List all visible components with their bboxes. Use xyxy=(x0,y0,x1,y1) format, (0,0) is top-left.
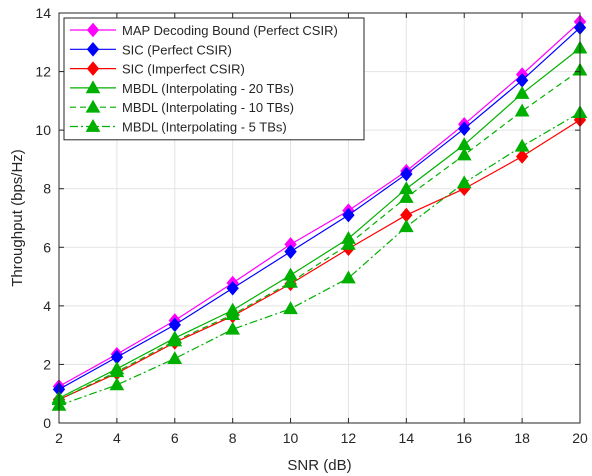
legend-entry: MBDL (Interpolating - 5 TBs) xyxy=(70,118,287,135)
legend-entry: SIC (Perfect CSIR) xyxy=(70,42,232,57)
legend: MAP Decoding Bound (Perfect CSIR) SIC (Pe… xyxy=(63,17,365,141)
data-point xyxy=(515,149,529,164)
series-line xyxy=(58,21,581,387)
plot-frame xyxy=(58,12,581,424)
y-tick-label: 8 xyxy=(43,181,51,197)
legend-marker xyxy=(85,99,101,113)
data-point xyxy=(456,147,472,161)
data-point xyxy=(341,270,356,284)
x-axis-label: SNR (dB) xyxy=(287,457,351,474)
data-point xyxy=(341,236,356,250)
series-line xyxy=(58,27,581,390)
data-point xyxy=(458,121,471,136)
series-line xyxy=(58,112,581,406)
data-point xyxy=(342,207,355,223)
y-tick-label: 2 xyxy=(43,356,51,372)
data-point xyxy=(398,189,414,203)
data-point xyxy=(514,86,530,99)
data-point xyxy=(283,301,298,315)
data-point xyxy=(514,103,530,117)
x-tick-label: 8 xyxy=(229,430,237,446)
legend-box xyxy=(63,17,365,141)
x-tick-label: 16 xyxy=(456,430,472,446)
legend-label: MBDL (Interpolating - 10 TBs) xyxy=(122,100,294,115)
legend-marker xyxy=(86,42,100,57)
x-tick-label: 18 xyxy=(514,430,530,446)
data-point xyxy=(456,175,472,189)
series-line xyxy=(58,119,581,401)
legend-label: SIC (Perfect CSIR) xyxy=(122,42,232,57)
legend-marker xyxy=(85,80,101,94)
x-tick-label: 12 xyxy=(341,430,357,446)
y-tick-label: 10 xyxy=(35,122,51,138)
data-point xyxy=(514,138,530,152)
legend-label: MAP Decoding Bound (Perfect CSIR) xyxy=(122,23,338,38)
series-line xyxy=(58,47,581,399)
legend-marker xyxy=(86,22,100,38)
legend-marker xyxy=(86,61,100,76)
x-tick-label: 20 xyxy=(572,430,588,446)
data-point xyxy=(226,281,239,296)
legend-label: SIC (Imperfect CSIR) xyxy=(122,62,245,77)
y-tick-label: 14 xyxy=(35,5,51,21)
legend-marker xyxy=(85,118,101,132)
x-tick-label: 2 xyxy=(55,430,63,446)
y-tick-label: 4 xyxy=(43,298,51,314)
x-tick-label: 6 xyxy=(171,430,179,446)
legend-label: MBDL (Interpolating - 20 TBs) xyxy=(122,81,294,96)
x-tick-label: 14 xyxy=(399,430,415,446)
y-tick-label: 0 xyxy=(43,415,51,431)
legend-entry: MBDL (Interpolating - 20 TBs) xyxy=(70,80,294,96)
data-point xyxy=(225,307,241,321)
y-axis-label: Throughput (bps/Hz) xyxy=(9,149,26,287)
x-tick-label: 10 xyxy=(283,430,299,446)
x-tick-label: 4 xyxy=(113,430,121,446)
data-point xyxy=(167,333,183,347)
legend-entry: MAP Decoding Bound (Perfect CSIR) xyxy=(70,22,338,38)
data-point xyxy=(283,274,298,288)
series-line xyxy=(58,69,581,401)
data-point xyxy=(225,321,241,335)
y-tick-label: 6 xyxy=(43,239,51,255)
legend-label: MBDL (Interpolating - 5 TBs) xyxy=(122,120,287,135)
data-point xyxy=(398,219,414,233)
data-point xyxy=(400,166,413,182)
legend-entry: SIC (Imperfect CSIR) xyxy=(70,61,245,77)
data-point xyxy=(109,364,125,378)
data-point xyxy=(167,351,183,364)
data-point xyxy=(109,377,125,391)
y-tick-label: 12 xyxy=(35,64,51,80)
legend-entry: MBDL (Interpolating - 10 TBs) xyxy=(70,99,294,115)
data-point xyxy=(284,244,297,259)
